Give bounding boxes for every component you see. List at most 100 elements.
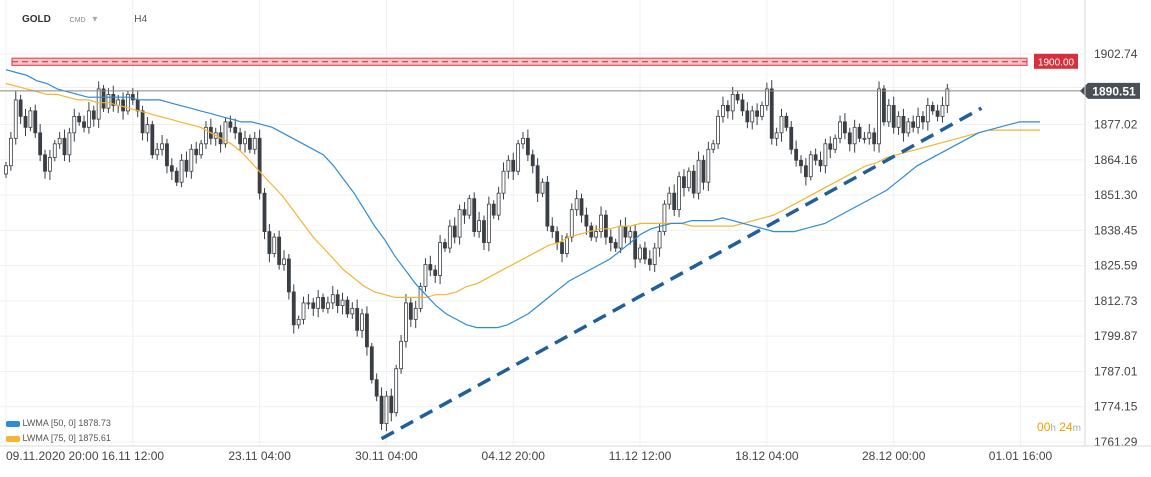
candle-body <box>657 231 662 249</box>
candle-body <box>916 115 920 128</box>
candle-body <box>774 132 779 139</box>
ma75-line <box>5 82 1040 298</box>
legend-row-ma75[interactable]: LWMA [75, 0] 1875.61 <box>6 433 111 443</box>
candle-body <box>477 220 482 232</box>
candle-body <box>803 165 808 178</box>
candle-body <box>882 88 886 123</box>
candle-body <box>784 115 789 128</box>
candle-body <box>886 105 891 123</box>
y-tick-label: 1799.87 <box>1094 329 1138 343</box>
candle-body <box>930 105 935 112</box>
candle-body <box>335 294 340 307</box>
candle-body <box>828 143 833 150</box>
candle-body <box>374 379 379 397</box>
candle-body <box>691 170 696 194</box>
candle-body <box>8 137 13 167</box>
candle-body <box>150 124 155 156</box>
candle-body <box>321 297 325 309</box>
candle-body <box>394 368 399 414</box>
x-tick-label: 01.01 16:00 <box>989 449 1053 463</box>
candle-body <box>779 115 784 134</box>
candle-body <box>862 137 867 140</box>
candle-body <box>740 99 745 112</box>
candle-body <box>604 214 608 238</box>
candle-body <box>535 165 540 194</box>
candle-body <box>174 170 179 183</box>
y-tick-label: 1877.02 <box>1094 118 1138 132</box>
candle-body <box>96 88 101 120</box>
candle-body <box>194 148 199 156</box>
y-tick-label: 1787.01 <box>1094 364 1138 378</box>
candle-body <box>599 214 603 232</box>
candle-body <box>628 231 633 238</box>
candle-body <box>550 225 555 232</box>
candle-body <box>379 395 384 424</box>
candle-body <box>906 121 911 134</box>
candle-body <box>18 99 23 117</box>
x-tick-label: 18.12 04:00 <box>735 449 799 463</box>
candle-body <box>462 209 467 216</box>
candle-body <box>521 137 525 145</box>
candle-body <box>643 247 647 260</box>
candle-body <box>145 124 150 134</box>
candle-body <box>350 307 355 315</box>
candle-body <box>199 143 203 156</box>
candle-body <box>311 302 316 309</box>
candle-body <box>813 154 818 161</box>
candle-body <box>940 105 945 117</box>
candle-countdown: 00h 24m <box>1037 420 1081 434</box>
candle-body <box>652 247 657 265</box>
candle-body <box>257 137 262 194</box>
candle-body <box>633 231 638 260</box>
candle-body <box>921 115 925 123</box>
settings-icon[interactable] <box>6 420 20 427</box>
candle-body <box>482 220 486 243</box>
y-tick-label: 1774.15 <box>1094 400 1138 414</box>
candle-body <box>238 132 243 145</box>
y-tick-label: 1812.73 <box>1094 294 1138 308</box>
candle-body <box>574 198 579 211</box>
candle-body <box>345 299 350 315</box>
candle-body <box>838 121 842 139</box>
candle-body <box>184 159 189 172</box>
candle-body <box>867 132 872 139</box>
candle-body <box>545 181 550 227</box>
candle-body <box>33 110 38 134</box>
x-tick-label: 04.12 20:00 <box>482 449 546 463</box>
candle-body <box>23 115 28 128</box>
candle-body <box>833 137 838 150</box>
candle-body <box>82 121 86 128</box>
candle-body <box>847 132 852 145</box>
candle-body <box>189 148 194 172</box>
candle-body <box>760 105 764 117</box>
candle-body <box>438 242 442 276</box>
chevron-down-icon[interactable]: ▾ <box>92 14 98 25</box>
candle-body <box>413 307 418 320</box>
candle-body <box>594 231 599 238</box>
candle-body <box>228 121 233 128</box>
candle-body <box>935 110 940 117</box>
candle-body <box>525 137 530 156</box>
candle-body <box>721 105 725 117</box>
candle-body <box>725 105 730 112</box>
candle-body <box>316 297 321 309</box>
candle-body <box>160 143 164 150</box>
candle-body <box>638 247 642 260</box>
candle-body <box>355 307 360 331</box>
candle-body <box>647 258 652 265</box>
legend-row-ma50[interactable]: LWMA [50, 0] 1878.73 <box>6 418 111 428</box>
symbol-label[interactable]: GOLD <box>22 14 51 25</box>
candle-body <box>111 94 116 106</box>
candle-body <box>452 225 457 238</box>
interval-label[interactable]: H4 <box>134 14 148 25</box>
settings-icon[interactable] <box>6 435 20 442</box>
candle-body <box>38 132 43 156</box>
candle-body <box>165 143 169 167</box>
ma50-legend: LWMA [50, 0] 1878.73 <box>22 418 111 428</box>
candle-body <box>404 302 408 342</box>
candle-body <box>716 115 720 145</box>
candle-body <box>501 170 506 194</box>
candle-body <box>472 198 477 232</box>
candle-body <box>686 170 691 189</box>
